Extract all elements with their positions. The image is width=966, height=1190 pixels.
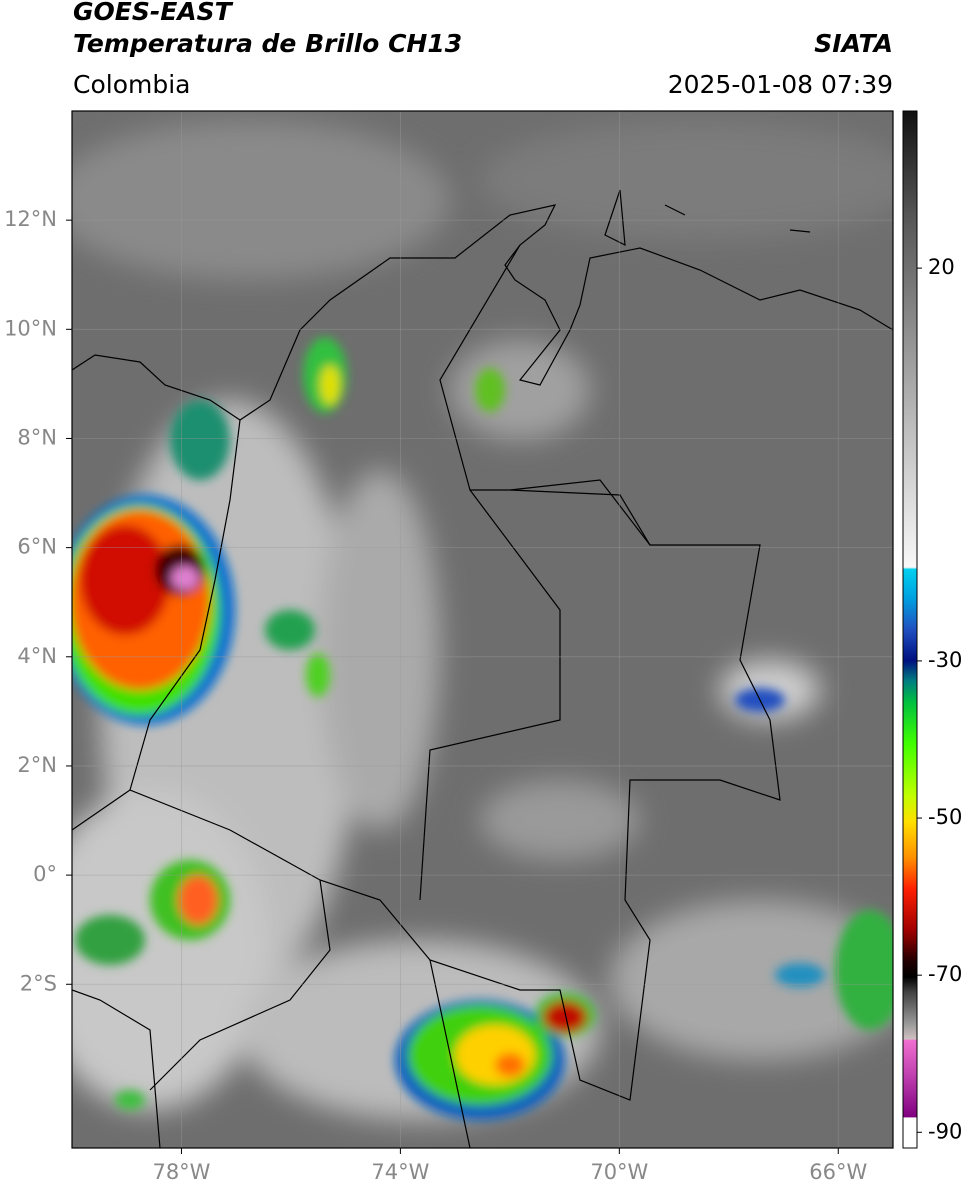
storm bbox=[306, 653, 330, 697]
colorbar-tick-label: -50 bbox=[928, 805, 962, 829]
island bbox=[604, 189, 811, 247]
region: Colombia bbox=[73, 70, 190, 99]
storm bbox=[170, 400, 230, 480]
lat-tick-label: 4°N bbox=[17, 644, 57, 668]
satellite-image bbox=[72, 111, 893, 1148]
storm bbox=[835, 910, 893, 1030]
storm bbox=[115, 1090, 145, 1110]
coastline bbox=[72, 789, 331, 1148]
storm bbox=[495, 1053, 525, 1077]
colorbar-tick-label: 20 bbox=[928, 255, 955, 279]
cloud bbox=[320, 470, 440, 830]
storm bbox=[543, 1001, 587, 1033]
lon-tick-label: 78°W bbox=[152, 1160, 210, 1184]
department-border bbox=[419, 479, 651, 1148]
title: GOES-EAST bbox=[73, 0, 234, 26]
borders bbox=[72, 189, 893, 1148]
cloud bbox=[450, 340, 590, 440]
lat-tick-label: 2°N bbox=[17, 753, 57, 777]
colombia-border bbox=[129, 244, 781, 1101]
colorbar bbox=[902, 110, 918, 1149]
cloud bbox=[72, 790, 270, 1110]
cloud bbox=[480, 120, 893, 240]
lat-tick-label: 8°N bbox=[17, 425, 57, 449]
cloud bbox=[480, 780, 640, 860]
storm bbox=[80, 525, 170, 635]
coastline bbox=[72, 204, 893, 421]
storm bbox=[775, 963, 825, 987]
gridlines bbox=[72, 111, 893, 1148]
source: SIATA bbox=[814, 29, 893, 58]
storm bbox=[265, 610, 315, 650]
storm bbox=[178, 875, 218, 925]
lat-tick-label: 12°N bbox=[4, 207, 57, 231]
colorbar-tick-label: -30 bbox=[928, 648, 962, 672]
lat-tick-label: 6°N bbox=[17, 535, 57, 559]
colorbar-tick-label: -90 bbox=[928, 1119, 962, 1143]
map-frame bbox=[71, 110, 894, 1149]
lat-tick-label: 0° bbox=[33, 862, 57, 886]
datetime: 2025-01-08 07:39 bbox=[668, 70, 893, 99]
storm bbox=[320, 365, 340, 405]
lat-tick-label: 10°N bbox=[4, 316, 57, 340]
storms bbox=[72, 337, 893, 1120]
colorbar-tick-label: -70 bbox=[928, 962, 962, 986]
storm bbox=[475, 368, 505, 412]
cloud bbox=[610, 900, 893, 1060]
cloud bbox=[72, 120, 450, 280]
lon-tick-label: 74°W bbox=[371, 1160, 429, 1184]
storm bbox=[75, 915, 145, 965]
subtitle: Temperatura de Brillo CH13 bbox=[73, 29, 462, 58]
lon-tick-label: 66°W bbox=[809, 1160, 867, 1184]
storm bbox=[171, 566, 199, 590]
lon-tick-label: 70°W bbox=[590, 1160, 648, 1184]
lat-tick-label: 2°S bbox=[20, 971, 57, 995]
storm bbox=[455, 1025, 535, 1085]
